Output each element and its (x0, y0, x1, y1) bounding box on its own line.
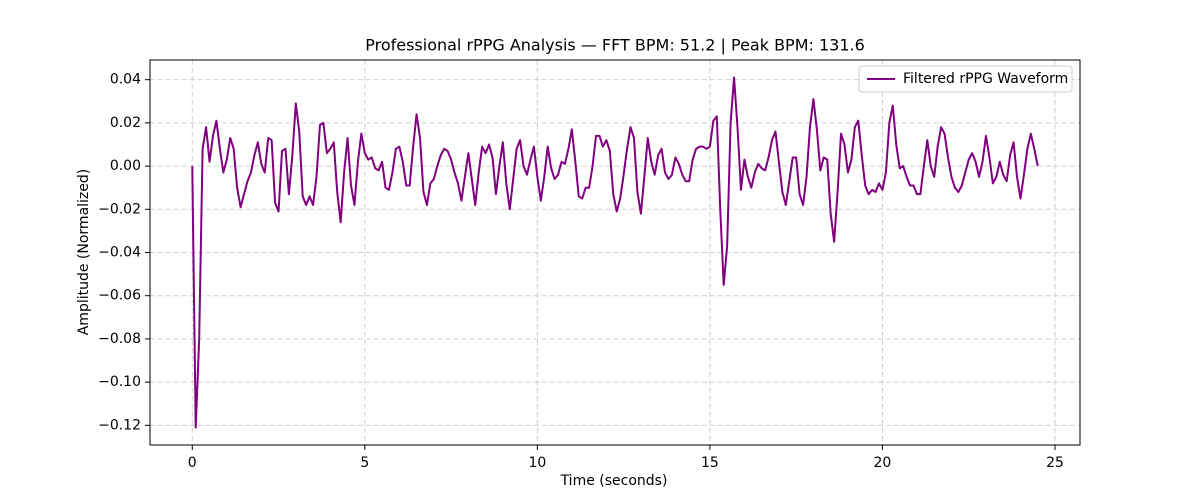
y-tick-label: −0.02 (98, 201, 141, 217)
y-tick-label: 0.00 (110, 158, 141, 174)
y-tick-label: −0.10 (98, 374, 141, 390)
x-tick-label: 20 (874, 455, 892, 471)
legend-box (858, 65, 1073, 93)
legend-label: Filtered rPPG Waveform (903, 71, 1068, 87)
x-tick-label: 0 (188, 455, 197, 471)
plot-frame (149, 59, 1081, 446)
chart-title: Professional rPPG Analysis — FFT BPM: 51… (365, 36, 865, 55)
x-tick-label: 25 (1046, 455, 1064, 471)
data-line (191, 76, 1039, 429)
y-tick-label: −0.06 (98, 288, 141, 304)
y-axis-label: Amplitude (Normalized) (76, 169, 92, 336)
y-tick-label: −0.04 (98, 245, 141, 261)
x-tick-label: 10 (528, 455, 546, 471)
y-tick-label: −0.12 (98, 417, 141, 433)
x-axis-label: Time (seconds) (560, 473, 668, 489)
y-tick-label: 0.04 (110, 72, 141, 88)
y-tick-label: 0.02 (110, 115, 141, 131)
y-tick-label: −0.08 (98, 331, 141, 347)
x-tick-label: 15 (701, 455, 719, 471)
x-tick-label: 5 (360, 455, 369, 471)
